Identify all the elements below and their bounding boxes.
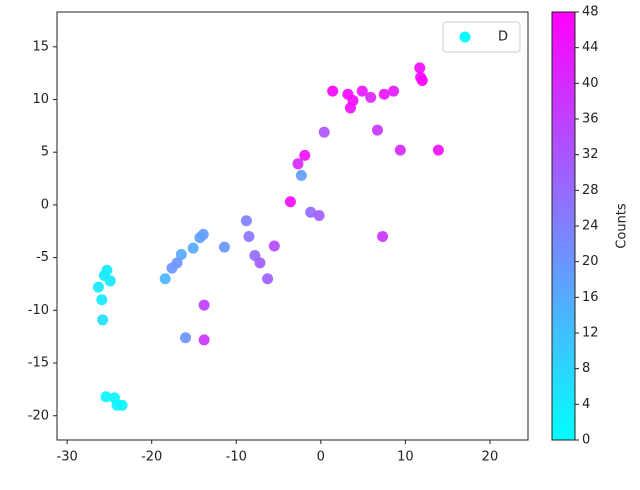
colorbar-label: Counts [615,203,630,249]
point [388,85,400,97]
point [305,206,317,218]
point [218,241,230,253]
point [180,332,192,344]
point [166,262,178,274]
point [254,257,266,269]
y-tick-label: -20 [28,408,49,423]
point [292,158,304,170]
point [416,75,428,87]
point [268,240,280,252]
colorbar-tick-label: 8 [582,361,590,376]
colorbar-tick-label: 12 [582,326,599,341]
point [262,273,274,285]
x-tick-label: 10 [397,450,414,465]
point [318,126,330,138]
point [295,169,307,181]
y-tick-label: -10 [28,303,49,318]
point [240,215,252,227]
point [394,144,406,156]
point [414,62,426,74]
plot-frame [56,11,529,441]
point [344,102,356,114]
point [92,281,104,293]
point [327,85,339,97]
y-tick-label: 5 [41,145,49,160]
point [175,248,187,260]
y-tick-label: -5 [36,250,49,265]
point [299,149,311,161]
legend-label: D [498,30,508,45]
point [159,273,171,285]
point [194,232,206,244]
point [96,294,108,306]
x-tick-label: 20 [482,450,499,465]
point [198,334,210,346]
point [187,242,199,254]
colorbar-tick-label: 48 [582,5,599,20]
colorbar-tick-label: 4 [582,397,590,412]
point [377,231,389,243]
y-tick-label: 10 [32,92,49,107]
point [198,299,210,311]
y-tick-label: -15 [28,356,49,371]
colorbar-tick-label: 44 [582,40,599,55]
point [432,144,444,156]
point [371,124,383,136]
point [100,391,112,403]
point [97,314,109,326]
colorbar-tick-label: 20 [582,254,599,269]
point [365,91,377,103]
colorbar-tick-label: 0 [582,433,590,448]
point [104,275,116,287]
colorbar-tick-label: 32 [582,147,599,162]
x-tick-label: -30 [57,450,78,465]
colorbar-tick-label: 28 [582,183,599,198]
y-tick-label: 15 [32,39,49,54]
colorbar-tick-label: 16 [582,290,599,305]
point [356,85,368,97]
legend-marker [459,31,471,43]
colorbar-tick-label: 40 [582,76,599,91]
colorbar-tick-label: 36 [582,112,599,127]
legend-box [442,21,521,53]
point [243,231,255,243]
point [116,399,128,411]
colorbar [551,11,576,441]
point [284,196,296,208]
y-tick-label: 0 [41,197,49,212]
point [378,88,390,100]
colorbar-tick-label: 24 [582,219,599,234]
point [313,209,325,221]
x-tick-label: -10 [226,450,247,465]
x-tick-label: 0 [317,450,325,465]
x-tick-label: -20 [141,450,162,465]
